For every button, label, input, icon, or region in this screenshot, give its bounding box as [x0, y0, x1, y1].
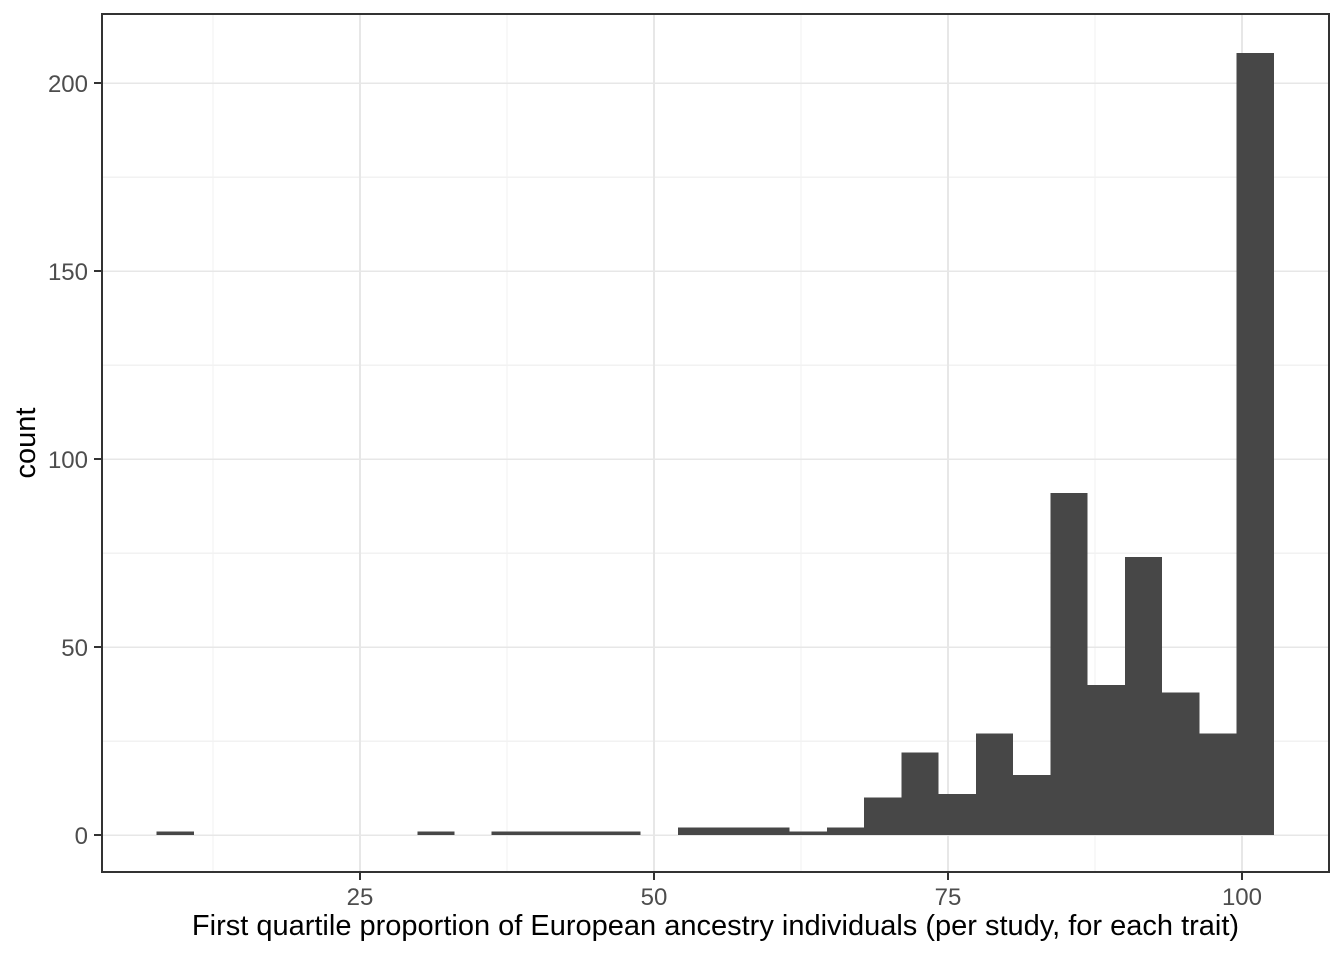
histogram-bar [864, 797, 902, 836]
histogram-bar [715, 827, 753, 836]
x-tick-label: 50 [641, 884, 668, 911]
histogram-bar [1162, 692, 1200, 836]
histogram-bar [156, 831, 194, 836]
histogram-bar [566, 831, 604, 836]
histogram-bar [603, 831, 641, 836]
histogram-bar [677, 827, 716, 836]
histogram-bar [1013, 774, 1051, 836]
y-tick-label: 50 [61, 635, 88, 662]
y-axis-title: count [10, 407, 43, 479]
histogram-bar [1236, 53, 1274, 836]
y-tick-label: 100 [48, 447, 88, 474]
histogram-bar [826, 827, 865, 836]
histogram-bar [1087, 684, 1125, 836]
y-tick-label: 0 [75, 823, 88, 850]
x-tick-label: 75 [935, 884, 962, 911]
panel-border [101, 13, 1330, 873]
histogram-bar [789, 831, 827, 836]
histogram-bar [752, 827, 790, 836]
histogram-bar [1050, 493, 1088, 836]
histogram-bar [938, 793, 976, 836]
histogram-bar [1199, 733, 1237, 836]
histogram-bar [975, 733, 1014, 836]
y-tick-label: 150 [48, 259, 88, 286]
y-tick-label: 200 [48, 71, 88, 98]
histogram-bar [417, 831, 455, 836]
x-tick-label: 25 [347, 884, 374, 911]
x-tick-label: 100 [1222, 884, 1262, 911]
histogram-bar [1124, 556, 1163, 836]
histogram-bar [528, 831, 567, 836]
x-axis-title: First quartile proportion of European an… [191, 910, 1240, 942]
histogram-bar [491, 831, 529, 836]
histogram-bar [901, 752, 939, 836]
